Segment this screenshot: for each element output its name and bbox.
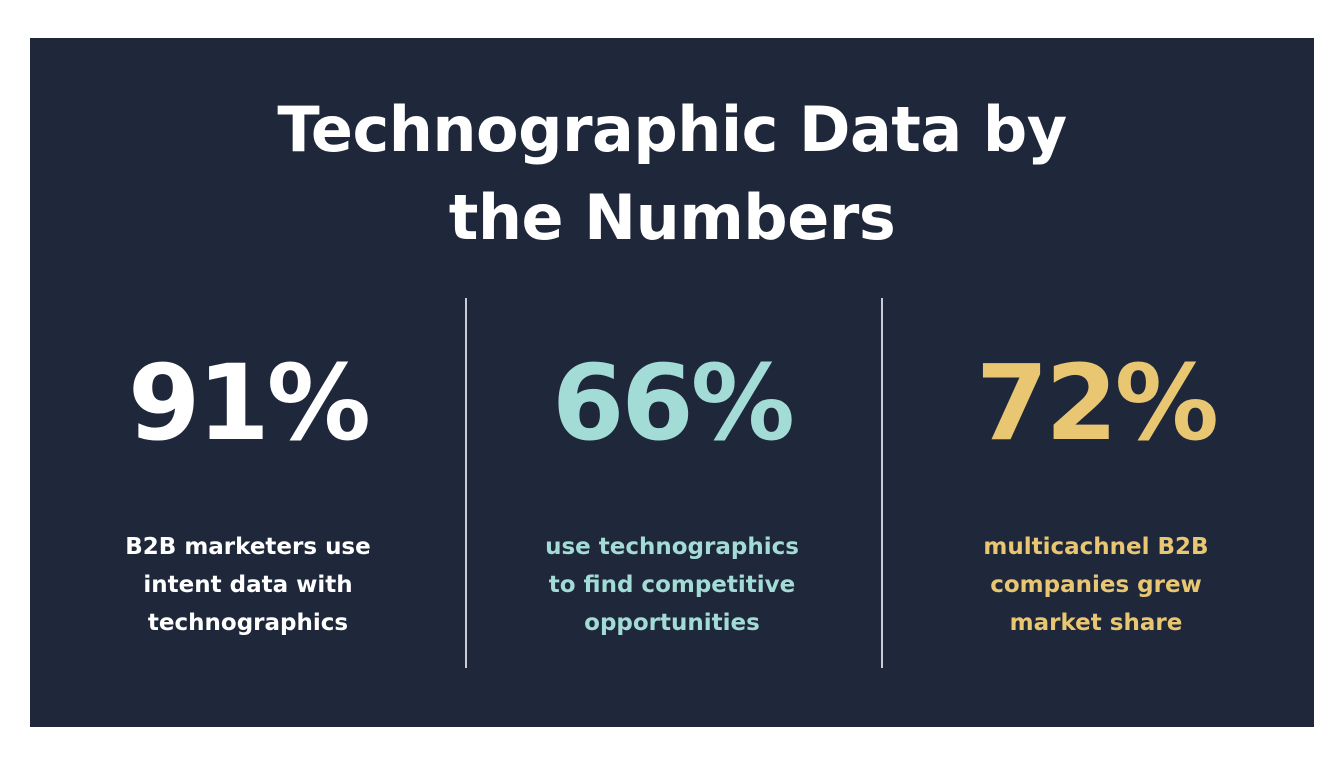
infographic-panel: Technographic Data by the Numbers 91% B2B … <box>30 38 1314 727</box>
description-line: companies grew <box>990 572 1202 598</box>
divider <box>881 298 883 668</box>
description-line: technographics <box>147 610 349 636</box>
stat-description: use technographics to find competitive opp… <box>462 528 882 642</box>
title-line: the Numbers <box>448 181 896 254</box>
title: Technographic Data by the Numbers <box>30 86 1314 262</box>
description-line: opportunities <box>584 610 760 636</box>
stat-value: 66% <box>552 342 795 464</box>
description-line: market share <box>1009 610 1183 636</box>
stat-column: 66% use technographics to find competitive… <box>462 338 882 642</box>
stat-column: 91% B2B marketers use intent data with tech… <box>38 338 458 642</box>
description-line: intent data with <box>143 572 353 598</box>
stat-description: B2B marketers use intent data with technog… <box>38 528 458 642</box>
stat-value: 91% <box>128 342 371 464</box>
stat-description: multicachnel B2B companies grew market sha… <box>886 528 1306 642</box>
description-line: to find competitive <box>548 572 796 598</box>
stat-value: 72% <box>976 342 1219 464</box>
description-line: multicachnel B2B <box>983 534 1209 560</box>
description-line: use technographics <box>545 534 799 560</box>
title-line: Technographic Data by <box>277 93 1067 166</box>
description-line: B2B marketers use <box>125 534 371 560</box>
divider <box>465 298 467 668</box>
stat-column: 72% multicachnel B2B companies grew market … <box>886 338 1306 642</box>
